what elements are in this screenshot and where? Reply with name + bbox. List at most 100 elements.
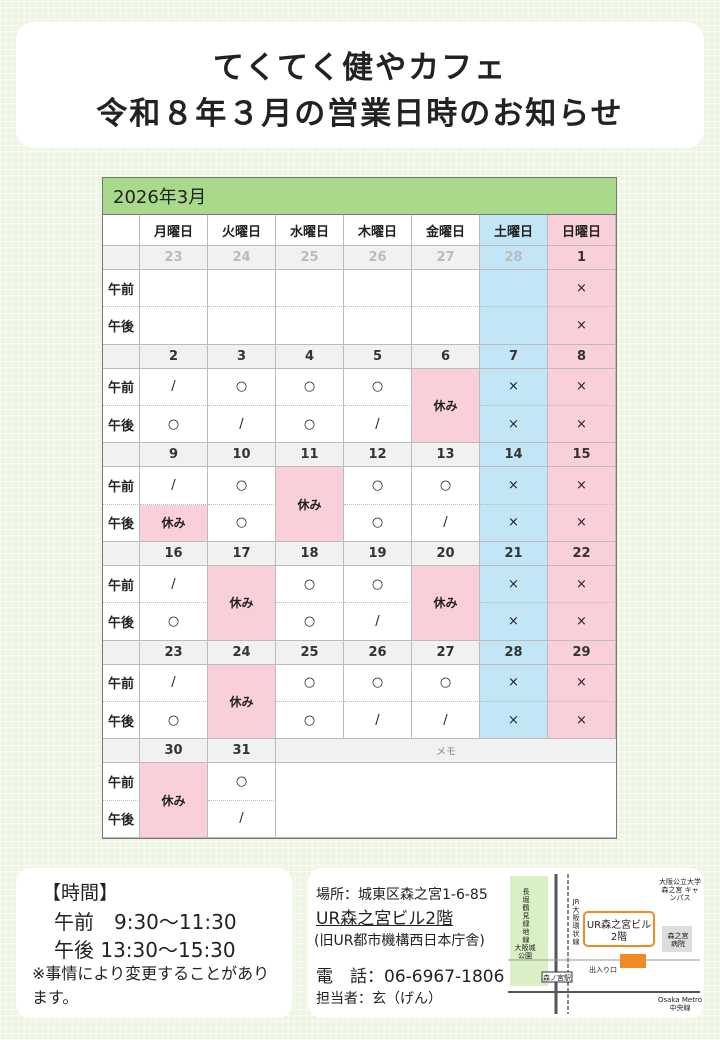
am-status: ○ xyxy=(208,467,276,505)
weekday: 金曜日 xyxy=(412,215,480,246)
station-box xyxy=(541,971,573,983)
row-label: 午前 xyxy=(103,270,140,308)
map-label: 森之宮 病院 xyxy=(667,932,689,948)
pm-status: ○ xyxy=(140,406,208,444)
pm-status: ○ xyxy=(276,603,344,641)
hospital-block xyxy=(662,926,692,952)
date: 22 xyxy=(548,542,616,566)
pm-status: × xyxy=(480,406,548,444)
date-row-label xyxy=(103,640,140,665)
pm-status xyxy=(276,307,344,345)
date: 7 xyxy=(480,344,548,369)
date: 16 xyxy=(140,542,208,566)
am-status: ○ xyxy=(344,566,412,604)
pm-status: × xyxy=(548,504,616,542)
closed-day: 休み xyxy=(276,467,344,542)
map xyxy=(508,874,700,1014)
row-label: 午前 xyxy=(103,763,140,801)
am-status xyxy=(276,270,344,308)
row-label: 午前 xyxy=(103,566,140,604)
pm-status: / xyxy=(344,603,412,641)
pm-status: ○ xyxy=(344,504,412,542)
pm-status: × xyxy=(548,702,616,740)
pm-status: × xyxy=(480,702,548,740)
pm-status: / xyxy=(344,406,412,444)
date: 27 xyxy=(412,640,480,665)
date-row-label xyxy=(103,542,140,566)
date: 6 xyxy=(412,344,480,369)
row-label: 午前 xyxy=(103,664,140,702)
date: 28 xyxy=(480,246,548,270)
closed-day: 休み xyxy=(412,368,480,444)
pm-status: × xyxy=(548,307,616,345)
pm-status: / xyxy=(208,800,276,838)
am-status: ○ xyxy=(412,467,480,505)
closed-day: 休み xyxy=(208,566,276,641)
date: 24 xyxy=(208,246,276,270)
date-row-label xyxy=(103,246,140,270)
person: 担当者：玄（げん） xyxy=(316,991,442,1007)
pm-status xyxy=(480,307,548,345)
date: 14 xyxy=(480,443,548,468)
place: 場所：城東区森之宮1-6-85 xyxy=(316,887,488,903)
pm-status: / xyxy=(344,702,412,740)
hours-pm: 午後 13:30～15:30 xyxy=(54,938,236,962)
park-area xyxy=(510,876,548,986)
date: 25 xyxy=(276,246,344,270)
pm-status xyxy=(412,307,480,345)
weekday: 土曜日 xyxy=(480,215,548,246)
phone: 電 話：06-6967-1806 xyxy=(316,967,505,987)
pm-status: × xyxy=(480,504,548,542)
am-status: / xyxy=(140,368,208,406)
am-status: × xyxy=(480,467,548,505)
date: 23 xyxy=(140,246,208,270)
date: 2 xyxy=(140,344,208,369)
am-status: / xyxy=(140,467,208,505)
date: 21 xyxy=(480,542,548,566)
date-row-label xyxy=(103,739,140,764)
date: 29 xyxy=(548,640,616,665)
pm-status: / xyxy=(412,504,480,542)
map-label: Osaka Metro 中央線 xyxy=(658,996,702,1012)
date: 11 xyxy=(276,443,344,468)
map-label: JR大阪環状線 xyxy=(572,898,580,946)
title-line: てくてく健やカフェ xyxy=(212,50,508,86)
row-label: 午後 xyxy=(103,800,140,838)
row-label: 午前 xyxy=(103,467,140,505)
contact-box: 場所：城東区森之宮1-6-85 UR森之宮ビル2階 (旧UR都市機構西日本庁舎)… xyxy=(308,868,704,1018)
weekday: 日曜日 xyxy=(548,215,616,246)
date: 9 xyxy=(140,443,208,468)
map-label: 大阪公立大学 森之宮 キャンパス xyxy=(659,878,701,902)
date-row-label xyxy=(103,443,140,468)
am-status: × xyxy=(548,270,616,308)
pm-status: ○ xyxy=(140,603,208,641)
row-label: 午前 xyxy=(103,368,140,406)
am-status: × xyxy=(480,664,548,702)
building-block xyxy=(620,954,646,968)
map-label: 長堀鶴見緑地線 xyxy=(522,888,530,944)
date-row-label xyxy=(103,344,140,369)
map-label: UR森之宮ビル 2階 xyxy=(586,920,652,943)
row-label: 午後 xyxy=(103,702,140,740)
am-status: ○ xyxy=(208,368,276,406)
date: 1 xyxy=(548,246,616,270)
am-status: × xyxy=(480,368,548,406)
map-label: 大阪城 公園 xyxy=(514,944,536,960)
am-status: ○ xyxy=(276,368,344,406)
date: 10 xyxy=(208,443,276,468)
title-line: 令和８年３月の営業日時のお知らせ xyxy=(96,96,624,132)
pm-status: × xyxy=(548,603,616,641)
hours-box: 【時間】 午前 9:30～11:30 午後 13:30～15:30 ※事情により… xyxy=(16,868,292,1018)
month-label: 2026年3月 xyxy=(103,178,616,215)
am-status: ○ xyxy=(208,763,276,801)
date: 5 xyxy=(344,344,412,369)
weekday: 月曜日 xyxy=(140,215,208,246)
am-status xyxy=(344,270,412,308)
date: 17 xyxy=(208,542,276,566)
pm-status: × xyxy=(480,603,548,641)
title-box: てくてく健やカフェ 令和８年３月の営業日時のお知らせ xyxy=(16,22,704,148)
am-status: / xyxy=(140,664,208,702)
pm-status: ○ xyxy=(208,504,276,542)
building-callout xyxy=(583,911,655,947)
